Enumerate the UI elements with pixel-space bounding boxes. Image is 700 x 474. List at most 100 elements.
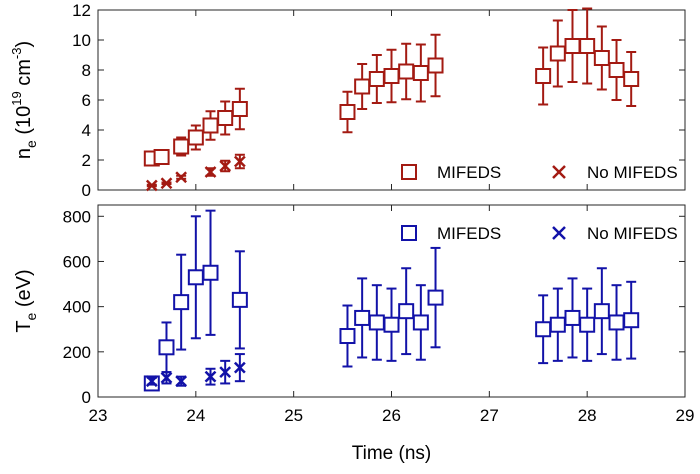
legend-square-marker — [401, 164, 417, 180]
square-marker-point — [187, 124, 204, 151]
square-marker — [623, 312, 640, 329]
square-marker — [383, 68, 400, 84]
square-marker-point — [608, 39, 625, 101]
square-marker-point — [217, 100, 234, 136]
square-marker-point — [383, 48, 400, 104]
square-marker — [173, 138, 190, 155]
legend-x-marker — [552, 226, 566, 240]
square-marker-point — [173, 136, 190, 157]
square-marker-point — [368, 54, 385, 104]
square-marker-point — [593, 267, 610, 356]
x-marker-stroke — [145, 375, 158, 388]
x-marker-stroke — [233, 361, 246, 374]
x-marker-stroke — [175, 375, 188, 388]
square-marker — [368, 314, 385, 331]
square-marker — [593, 50, 610, 66]
y-tick-label: 10 — [72, 31, 91, 50]
x-marker-stroke — [160, 371, 173, 384]
square-marker — [158, 339, 175, 356]
square-marker-point — [231, 250, 248, 350]
square-marker-point — [173, 253, 190, 351]
legend: MIFEDS No MIFEDS — [401, 163, 678, 182]
y-tick-label: 6 — [82, 91, 91, 110]
y-tick-label: 12 — [72, 1, 91, 20]
square-marker-point — [564, 9, 581, 83]
legend: MIFEDS No MIFEDS — [401, 224, 678, 243]
x-marker-point — [204, 367, 217, 386]
square-marker-point — [231, 87, 248, 131]
legend-item: No MIFEDS — [552, 224, 678, 243]
series-no-mifeds — [145, 353, 246, 388]
square-marker-point — [623, 51, 640, 107]
x-marker-point — [204, 166, 217, 178]
series-mifeds — [143, 209, 640, 392]
square-marker — [202, 117, 219, 134]
x-tick-label: 25 — [284, 406, 303, 425]
square-marker — [368, 71, 385, 87]
square-marker-point — [202, 209, 219, 336]
x-marker-stroke — [204, 166, 217, 178]
square-marker — [217, 110, 234, 126]
square-marker — [564, 38, 581, 54]
square-marker — [535, 68, 552, 84]
square-marker — [398, 63, 415, 80]
series-no-mifeds — [145, 153, 246, 192]
square-marker — [579, 38, 596, 54]
square-marker-point — [383, 287, 400, 362]
x-tick-label: 27 — [480, 406, 499, 425]
square-marker-point — [549, 19, 566, 88]
square-marker — [398, 303, 415, 320]
temperature-panel: 0 200 400 600 800 23 24 25 26 27 28 29 Time (ns) Te (… — [13, 204, 695, 464]
square-marker — [173, 294, 190, 311]
square-marker-point — [158, 321, 175, 374]
square-marker — [412, 65, 429, 81]
square-marker — [535, 321, 552, 338]
x-marker-stroke — [160, 177, 173, 190]
square-marker-point — [623, 280, 640, 360]
square-marker — [564, 309, 581, 326]
square-marker — [231, 101, 248, 117]
square-marker — [153, 149, 170, 165]
x-marker-point — [219, 159, 232, 173]
legend-item: MIFEDS — [401, 163, 501, 182]
y-tick-label: 4 — [82, 121, 91, 140]
legend-label: MIFEDS — [437, 163, 501, 182]
series-mifeds — [143, 7, 640, 167]
x-marker-point — [233, 153, 246, 170]
square-marker — [623, 71, 640, 87]
x-tick-label: 29 — [676, 406, 695, 425]
square-marker — [231, 291, 248, 308]
x-marker-point — [233, 353, 246, 383]
square-marker — [593, 303, 610, 320]
square-marker — [412, 314, 429, 331]
square-marker — [383, 316, 400, 333]
y-tick-label: 2 — [82, 151, 91, 170]
x-marker-point — [219, 359, 232, 385]
square-marker-point — [579, 287, 596, 362]
square-marker — [549, 45, 566, 62]
legend-label: No MIFEDS — [587, 163, 678, 182]
x-marker-point — [145, 375, 158, 388]
square-marker-point — [339, 90, 356, 134]
legend-label: MIFEDS — [437, 224, 501, 243]
y-axis-label: Te (eV) — [13, 269, 39, 332]
square-marker-point — [412, 43, 429, 103]
square-marker-point — [398, 42, 415, 101]
square-marker-point — [202, 110, 219, 141]
square-marker-point — [608, 284, 625, 361]
y-tick-label: 8 — [82, 61, 91, 80]
x-tick-label: 26 — [382, 406, 401, 425]
x-marker-stroke — [219, 366, 232, 379]
x-marker-point — [145, 179, 158, 192]
legend-label: No MIFEDS — [587, 224, 678, 243]
y-tick-label: 200 — [63, 343, 91, 362]
x-marker-stroke — [233, 155, 246, 168]
x-marker-stroke — [145, 179, 158, 192]
x-marker-point — [175, 375, 188, 388]
density-panel: 0 2 4 6 8 10 12 ne (1019 cm-3) MIFEDS No MIFEDS — [9, 1, 686, 200]
square-marker — [608, 314, 625, 331]
y-axis-label: ne (1019 cm-3) — [9, 41, 39, 159]
square-marker — [187, 269, 204, 286]
y-tick-label: 0 — [82, 388, 91, 407]
square-marker-point — [535, 294, 552, 365]
